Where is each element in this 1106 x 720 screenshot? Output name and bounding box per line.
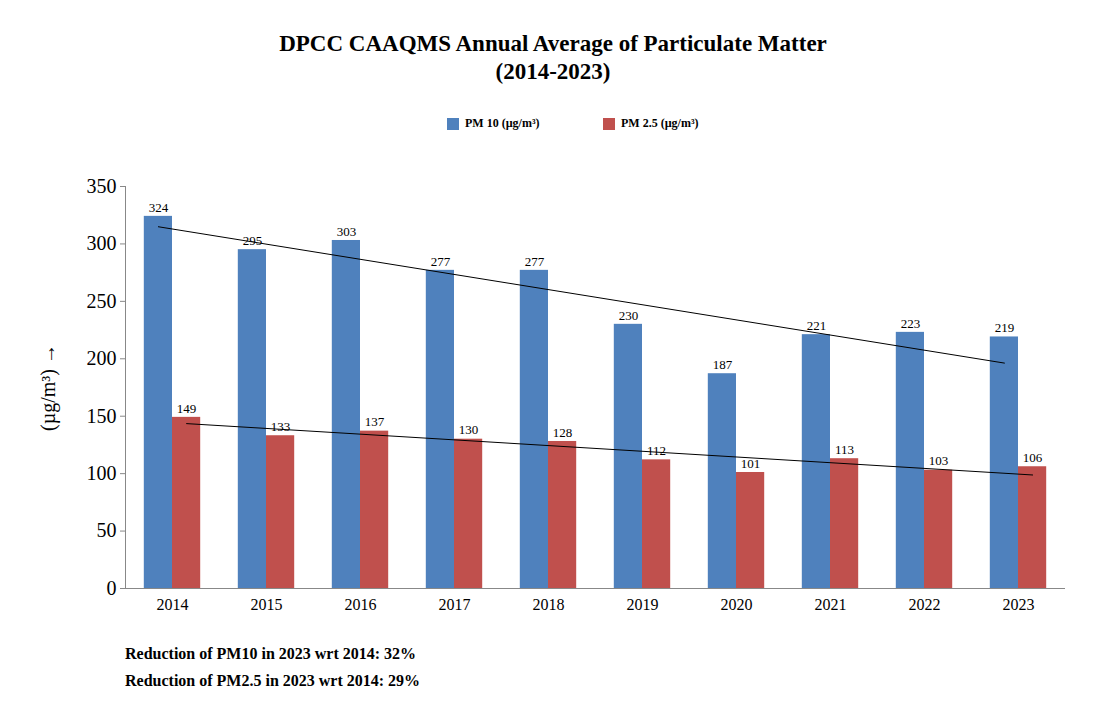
svg-text:101: 101 bbox=[740, 455, 761, 471]
svg-text:149: 149 bbox=[177, 401, 197, 416]
svg-text:130: 130 bbox=[459, 422, 479, 437]
svg-text:106: 106 bbox=[1023, 450, 1043, 465]
svg-text:277: 277 bbox=[525, 254, 545, 269]
svg-text:2015: 2015 bbox=[251, 596, 283, 613]
svg-text:2019: 2019 bbox=[627, 596, 659, 613]
svg-text:133: 133 bbox=[271, 419, 291, 434]
svg-text:187: 187 bbox=[713, 357, 733, 372]
html-text:PM 10 (µg/m³): PM 10 (µg/m³) bbox=[465, 116, 540, 130]
svg-text:2018: 2018 bbox=[533, 596, 565, 613]
svg-text:223: 223 bbox=[901, 316, 921, 331]
svg-text:137: 137 bbox=[365, 414, 385, 429]
svg-text:2022: 2022 bbox=[909, 596, 941, 613]
svg-text:112: 112 bbox=[647, 443, 666, 458]
svg-text:277: 277 bbox=[431, 254, 451, 269]
svg-text:219: 219 bbox=[995, 320, 1015, 335]
svg-text:2020: 2020 bbox=[721, 596, 753, 613]
svg-text:113: 113 bbox=[835, 442, 854, 457]
svg-text:(µg/m³) →: (µg/m³) → bbox=[37, 344, 60, 431]
svg-text:230: 230 bbox=[619, 307, 639, 322]
svg-text:300: 300 bbox=[87, 232, 117, 254]
svg-text:303: 303 bbox=[337, 224, 357, 239]
html-text:Reduction of PM2.5 in 2023 wrt: Reduction of PM2.5 in 2023 wrt 2014: 29% bbox=[125, 672, 421, 689]
svg-text:324: 324 bbox=[149, 200, 169, 215]
html-text:DPCC CAAQMS Annual Average of: DPCC CAAQMS Annual Average of Particulat… bbox=[279, 31, 827, 56]
svg-text:2023: 2023 bbox=[1003, 596, 1035, 613]
svg-text:150: 150 bbox=[87, 405, 117, 427]
svg-text:350: 350 bbox=[87, 175, 117, 197]
html-text:Reduction of PM10 in 2023 wrt: Reduction of PM10 in 2023 wrt 2014: 32% bbox=[125, 645, 417, 662]
svg-text:0: 0 bbox=[107, 577, 117, 599]
svg-text:221: 221 bbox=[807, 318, 827, 333]
svg-text:200: 200 bbox=[87, 347, 117, 369]
svg-text:2014: 2014 bbox=[157, 596, 189, 613]
html-text:(2014-2023): (2014-2023) bbox=[495, 59, 611, 84]
svg-text:100: 100 bbox=[87, 462, 117, 484]
svg-text:295: 295 bbox=[242, 232, 263, 248]
svg-text:103: 103 bbox=[929, 453, 949, 468]
svg-text:2017: 2017 bbox=[439, 596, 471, 613]
svg-text:128: 128 bbox=[553, 425, 573, 440]
html-text:PM 2.5 (µg/m³): PM 2.5 (µg/m³) bbox=[621, 116, 699, 130]
svg-text:2021: 2021 bbox=[815, 596, 847, 613]
svg-text:50: 50 bbox=[97, 519, 117, 541]
svg-text:250: 250 bbox=[87, 290, 117, 312]
svg-text:2016: 2016 bbox=[345, 596, 377, 613]
